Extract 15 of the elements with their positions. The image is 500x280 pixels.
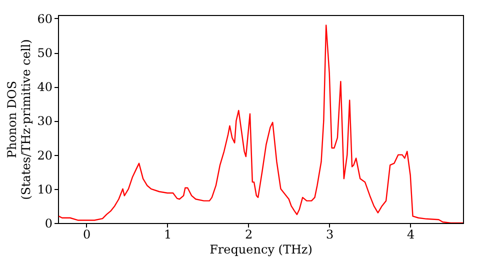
x-tick-label: 0 [83,228,91,242]
y-tick-label: 50 [37,46,52,60]
y-tick-label: 30 [37,114,52,128]
y-tick-label: 0 [44,216,52,230]
y-tick-label: 20 [37,148,52,162]
x-tick-label: 2 [245,228,253,242]
x-tick-label: 4 [407,228,416,242]
line-series [58,24,463,223]
x-tick-label: 1 [164,228,172,242]
y-tick-label: 10 [37,182,52,196]
y-tick-label: 40 [37,80,52,94]
y-axis-title: Phonon DOS (States/THz·primitive cell) [5,39,34,200]
y-tick-label: 60 [37,12,52,26]
x-tick-label: 3 [326,228,334,242]
x-axis-title: Frequency (THz) [210,242,312,256]
